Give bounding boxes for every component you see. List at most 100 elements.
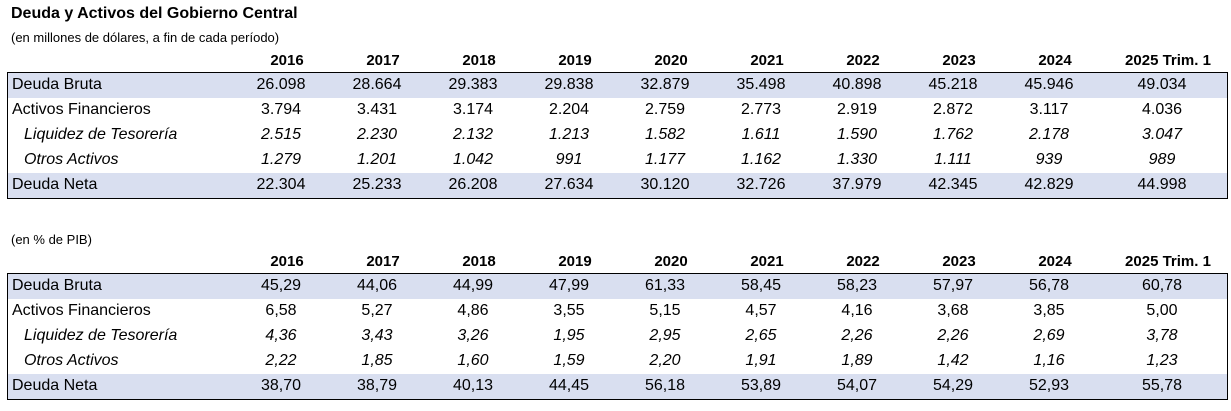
year-header: 2020 <box>654 253 688 270</box>
subtitle-usd: (en millones de dólares, a fin de cada p… <box>11 30 280 45</box>
table-cell: 1.762 <box>932 126 974 143</box>
year-header: 2022 <box>846 253 880 270</box>
table-cell: 6,58 <box>265 302 297 319</box>
table-cell: 38,79 <box>356 377 398 394</box>
year-header: 2016 <box>270 253 304 270</box>
table-cell: 25.233 <box>352 176 402 193</box>
table-cell: 2.230 <box>356 126 398 143</box>
year-header: 2021 <box>750 253 784 270</box>
table-cell: 4,16 <box>841 302 873 319</box>
year-header: 2025 Trim. 1 <box>1125 52 1211 69</box>
table-cell: 2,26 <box>841 327 873 344</box>
year-header: 2018 <box>462 253 496 270</box>
table-cell: 2,20 <box>649 352 681 369</box>
table-cell: 54,07 <box>836 377 878 394</box>
table-cell: 61,33 <box>644 277 686 294</box>
table-cell: 26.098 <box>256 76 306 93</box>
table-cell: 5,00 <box>1146 302 1178 319</box>
table-cell: 57,97 <box>932 277 974 294</box>
table-cell: 3,78 <box>1146 327 1178 344</box>
year-header: 2023 <box>942 52 976 69</box>
table-cell: 1.042 <box>452 151 494 168</box>
table-cell: 32.879 <box>640 76 690 93</box>
table-cell: 27.634 <box>544 176 594 193</box>
table-cell: 45,29 <box>260 277 302 294</box>
table-row: Deuda Bruta 26.098 28.664 29.383 29.838 32.87… <box>8 73 1227 98</box>
table-cell: 32.726 <box>736 176 786 193</box>
table-cell: 56,78 <box>1028 277 1070 294</box>
table-cell: 3.047 <box>1141 126 1183 143</box>
table-cell: 29.838 <box>544 76 594 93</box>
table-pib: Deuda Bruta 45,29 44,06 44,99 47,99 61,33 58,4… <box>7 273 1228 400</box>
table-cell: 2.759 <box>644 101 686 118</box>
table-cell: 2.204 <box>548 101 590 118</box>
table-cell: 1,91 <box>745 352 777 369</box>
table-cell: 2.872 <box>932 101 974 118</box>
year-header: 2017 <box>366 253 400 270</box>
row-label: Deuda Neta <box>12 176 98 193</box>
table-cell: 55,78 <box>1141 377 1183 394</box>
table-cell: 3.174 <box>452 101 494 118</box>
table-cell: 1.111 <box>934 151 972 168</box>
page-title: Deuda y Activos del Gobierno Central <box>11 5 298 22</box>
year-header: 2018 <box>462 52 496 69</box>
year-header: 2016 <box>270 52 304 69</box>
table-cell: 44,99 <box>452 277 494 294</box>
table-cell: 42.829 <box>1024 176 1074 193</box>
row-label: Deuda Bruta <box>12 76 102 93</box>
year-header: 2022 <box>846 52 880 69</box>
table-cell: 49.034 <box>1137 76 1187 93</box>
table-cell: 1,16 <box>1033 352 1065 369</box>
year-header: 2024 <box>1038 52 1072 69</box>
table-cell: 37.979 <box>832 176 882 193</box>
table-row: Otros Activos 2,22 1,85 1,60 1,59 2,20 1,91 1,8… <box>8 349 1227 374</box>
row-label: Deuda Bruta <box>12 277 102 294</box>
table-row: Deuda Bruta 45,29 44,06 44,99 47,99 61,33 58,4… <box>8 274 1227 299</box>
table-cell: 54,29 <box>932 377 974 394</box>
table-cell: 30.120 <box>640 176 690 193</box>
table-cell: 58,23 <box>836 277 878 294</box>
table-cell: 2.132 <box>452 126 494 143</box>
table-cell: 58,45 <box>740 277 782 294</box>
table-cell: 3,85 <box>1033 302 1065 319</box>
table-cell: 939 <box>1035 151 1063 168</box>
year-header: 2019 <box>558 52 592 69</box>
table-cell: 45.218 <box>928 76 978 93</box>
table-cell: 53,89 <box>740 377 782 394</box>
table-cell: 1.279 <box>260 151 302 168</box>
table-cell: 22.304 <box>256 176 306 193</box>
table-cell: 44,06 <box>356 277 398 294</box>
table-cell: 1.590 <box>836 126 878 143</box>
year-header: 2019 <box>558 253 592 270</box>
table-cell: 52,93 <box>1028 377 1070 394</box>
table-cell: 2,69 <box>1033 327 1065 344</box>
table-cell: 3,68 <box>937 302 969 319</box>
table-cell: 3,26 <box>457 327 489 344</box>
subtitle-pib: (en % de PIB) <box>11 232 92 247</box>
table-cell: 45.946 <box>1024 76 1074 93</box>
table-cell: 35.498 <box>736 76 786 93</box>
table-cell: 1.213 <box>548 126 590 143</box>
table-cell: 2.773 <box>740 101 782 118</box>
table-cell: 3.794 <box>260 101 302 118</box>
table-cell: 2,95 <box>649 327 681 344</box>
table-cell: 1.330 <box>836 151 878 168</box>
table-cell: 42.345 <box>928 176 978 193</box>
row-label: Liquidez de Tesorería <box>24 327 178 344</box>
table-usd: Deuda Bruta 26.098 28.664 29.383 29.838 32.87… <box>7 72 1228 199</box>
year-header: 2024 <box>1038 253 1072 270</box>
table-cell: 40,13 <box>452 377 494 394</box>
table-cell: 1.201 <box>356 151 398 168</box>
table-row: Deuda Neta 38,70 38,79 40,13 44,45 56,18 53,89… <box>8 374 1227 399</box>
table-cell: 1.162 <box>740 151 782 168</box>
year-header: 2017 <box>366 52 400 69</box>
year-header: 2025 Trim. 1 <box>1125 253 1211 270</box>
year-header: 2020 <box>654 52 688 69</box>
table-cell: 44.998 <box>1137 176 1187 193</box>
header-row-usd: 2016 2017 2018 2019 2020 2021 2022 2023 2024 2025… <box>7 51 1228 71</box>
table-cell: 1,95 <box>553 327 585 344</box>
table-cell: 2.515 <box>260 126 302 143</box>
table-cell: 5,27 <box>361 302 393 319</box>
table-cell: 991 <box>555 151 583 168</box>
table-cell: 1.177 <box>644 151 686 168</box>
